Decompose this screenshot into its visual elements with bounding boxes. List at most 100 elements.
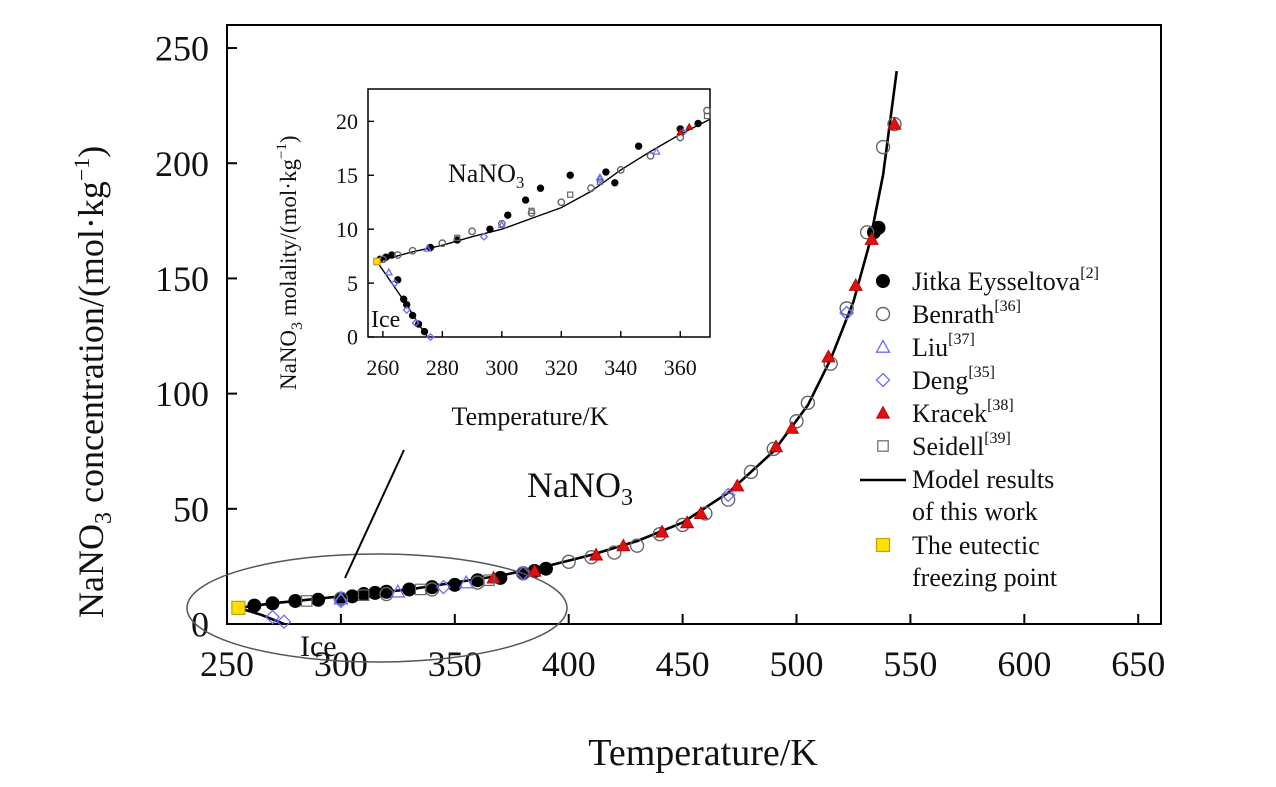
data-point <box>703 112 711 120</box>
data-point <box>423 244 432 252</box>
data-point <box>527 209 536 217</box>
series-benrath <box>333 116 902 606</box>
x-tick-label: 300 <box>314 644 368 684</box>
y-tick-label: 5 <box>347 271 358 296</box>
series-the-eutectic-freezing-point <box>373 257 381 266</box>
x-tick-label: 600 <box>997 644 1051 684</box>
data-point <box>411 318 420 328</box>
x-tick-label: 340 <box>604 355 637 380</box>
data-point <box>557 198 566 207</box>
data-point <box>402 300 411 309</box>
legend-label-line2: freezing point <box>912 563 1058 592</box>
data-point <box>859 225 875 240</box>
zoom-region-ellipse <box>186 553 568 663</box>
data-point <box>611 179 619 187</box>
legend-marker-icon <box>875 339 891 353</box>
data-point <box>676 128 685 136</box>
legend-label-line2: of this work <box>912 497 1038 526</box>
legend-marker-icon <box>877 440 889 452</box>
legend-label: Benrath[36] <box>912 298 1021 329</box>
legend-label: The eutectic <box>912 531 1040 560</box>
data-point <box>864 231 879 245</box>
legend-entry: Benrath[36] <box>875 298 1021 329</box>
data-point <box>536 184 545 192</box>
data-point <box>468 227 476 236</box>
legend-marker-icon <box>875 537 891 553</box>
inset-axis-ticks: 260 280 300 320 340 360 0 5 10 15 20 <box>336 109 697 380</box>
data-point <box>588 547 604 561</box>
series-liu <box>384 147 661 276</box>
inset-x-axis-title: Temperature/K <box>452 402 609 431</box>
data-point <box>231 600 246 615</box>
x-tick-label: 350 <box>428 644 482 684</box>
model-curve-ice <box>238 606 285 626</box>
legend-label: Jitka Eysseltova[2] <box>912 265 1099 296</box>
data-point <box>447 577 462 592</box>
main-x-axis-title: Temperature/K <box>588 732 818 774</box>
data-point <box>743 464 759 480</box>
x-tick-label: 500 <box>770 644 824 684</box>
legend-entry: Jitka Eysseltova[2] <box>876 265 1099 296</box>
legend-label: Model results <box>912 465 1054 494</box>
data-point <box>784 420 800 434</box>
y-tick-label: 20 <box>336 109 358 134</box>
data-point <box>587 184 595 193</box>
data-point <box>685 122 694 130</box>
data-point <box>616 165 625 174</box>
inset-data-points <box>373 106 711 342</box>
data-point <box>402 582 417 597</box>
model-curve-nano3 <box>376 118 711 263</box>
data-point <box>357 589 370 602</box>
data-point <box>634 142 643 150</box>
legend-entry: Seidell[39] <box>877 430 1011 461</box>
data-point <box>373 257 381 266</box>
y-tick-label: 0 <box>347 325 358 350</box>
data-point <box>311 592 326 607</box>
data-point <box>479 232 489 241</box>
legend-marker-icon <box>875 372 891 388</box>
y-tick-label: 50 <box>173 489 209 529</box>
main-plot-frame <box>226 24 1162 625</box>
legend-entry: Liu[37] <box>875 331 975 362</box>
data-point <box>616 538 631 552</box>
data-point <box>561 554 576 569</box>
data-point <box>720 492 736 507</box>
data-point <box>679 515 695 529</box>
data-point <box>497 220 507 229</box>
data-point <box>247 598 262 613</box>
data-point <box>566 171 574 179</box>
data-point <box>402 305 411 315</box>
data-point <box>730 478 745 492</box>
data-point <box>596 178 604 185</box>
data-point <box>390 278 399 288</box>
data-point <box>426 332 435 342</box>
data-point <box>458 574 474 589</box>
data-point <box>515 565 531 581</box>
data-point <box>595 175 605 184</box>
data-point <box>538 561 553 576</box>
data-point <box>300 595 313 607</box>
x-tick-label: 320 <box>545 355 578 380</box>
x-tick-label: 280 <box>426 355 459 380</box>
data-point <box>390 583 406 598</box>
data-point <box>875 139 891 155</box>
data-point <box>800 395 816 411</box>
data-point <box>528 207 535 215</box>
inset-nano3-label: NaNO3 <box>448 159 524 192</box>
data-point <box>486 225 494 233</box>
y-tick-label: 0 <box>191 605 209 645</box>
y-tick-label: 200 <box>155 144 209 184</box>
legend-label: Seidell[39] <box>912 430 1011 461</box>
legend-entry: Model results of this work <box>860 465 1054 526</box>
legend-entry: The eutectic freezing point <box>875 531 1058 592</box>
y-tick-label: 15 <box>336 163 358 188</box>
legend-marker-icon <box>875 405 891 419</box>
x-tick-label: 260 <box>366 355 399 380</box>
data-point <box>602 168 610 176</box>
x-tick-label: 550 <box>883 644 937 684</box>
y-tick-label: 100 <box>155 374 209 414</box>
x-tick-label: 400 <box>542 644 596 684</box>
data-point <box>887 116 902 130</box>
data-point <box>414 583 427 596</box>
main-y-axis-title: NaNO3 concentration/(mol·kg−1) <box>69 146 117 618</box>
